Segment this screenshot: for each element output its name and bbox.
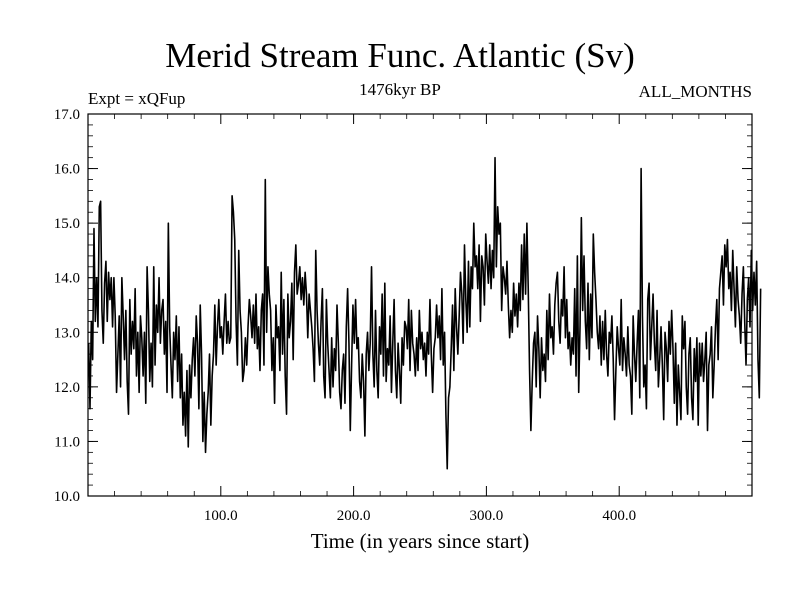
experiment-label: Expt = xQFup <box>88 89 186 108</box>
x-tick-label: 400.0 <box>602 508 636 524</box>
y-tick-label: 14.0 <box>54 271 80 287</box>
x-tick-label: 100.0 <box>204 508 238 524</box>
plot-frame <box>87 113 753 497</box>
x-tick-label: 300.0 <box>470 508 504 524</box>
y-tick-label: 15.0 <box>54 216 80 232</box>
months-label: ALL_MONTHS <box>638 82 752 101</box>
x-tick-label: 200.0 <box>337 508 371 524</box>
series-line <box>87 156 762 470</box>
y-tick-label: 10.0 <box>54 489 80 505</box>
y-tick-label: 13.0 <box>54 325 80 341</box>
y-tick-label: 17.0 <box>54 107 80 123</box>
y-tick-label: 11.0 <box>54 434 80 450</box>
y-axis: 10.0 11.0 12.0 13.0 14.0 15.0 16.0 17.0 <box>54 107 752 505</box>
y-tick-label: 16.0 <box>54 162 80 178</box>
chart-title: Merid Stream Func. Atlantic (Sv) <box>165 36 635 75</box>
y-tick-label: 12.0 <box>54 380 80 396</box>
x-axis: 100.0 200.0 300.0 400.0 <box>114 114 726 524</box>
chart-subtitle: 1476kyr BP <box>359 80 441 99</box>
x-axis-label: Time (in years since start) <box>310 529 530 553</box>
